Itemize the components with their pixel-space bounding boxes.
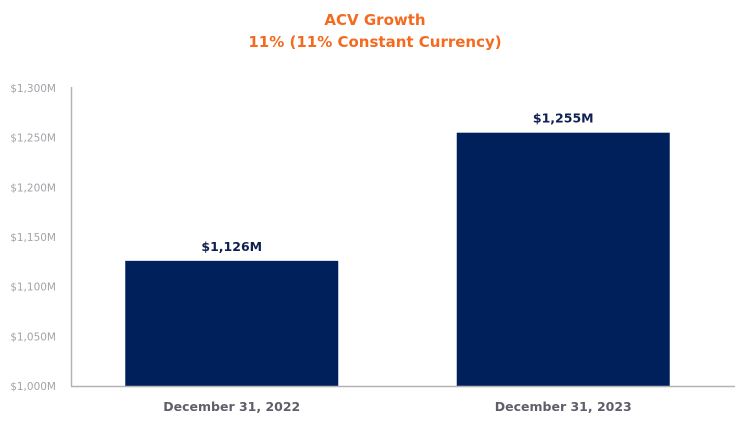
chart-title: ACV Growth: [324, 11, 426, 29]
data-label: $1,126M: [201, 239, 262, 254]
y-tick-label: $1,200M: [10, 182, 56, 194]
y-tick-label: $1,000M: [10, 381, 56, 393]
data-labels: $1,126M $1,255M: [201, 111, 593, 254]
x-tick-label: December 31, 2022: [163, 399, 300, 414]
y-tick-label: $1,150M: [10, 232, 56, 244]
x-tick-label: December 31, 2023: [495, 399, 632, 414]
bar: [125, 260, 339, 386]
data-label: $1,255M: [533, 111, 594, 126]
y-tick-label: $1,100M: [10, 282, 56, 294]
bar: [456, 132, 670, 386]
chart-subtitle: 11% (11% Constant Currency): [248, 33, 502, 51]
y-tick-label: $1,050M: [10, 331, 56, 343]
y-axis-ticks: $1,000M $1,050M $1,100M $1,150M $1,200M $1,25…: [10, 83, 56, 393]
bars: [125, 132, 670, 386]
x-axis-ticks: December 31, 2022 December 31, 2023: [163, 399, 632, 414]
y-tick-label: $1,250M: [10, 133, 56, 145]
y-tick-label: $1,300M: [10, 83, 56, 95]
